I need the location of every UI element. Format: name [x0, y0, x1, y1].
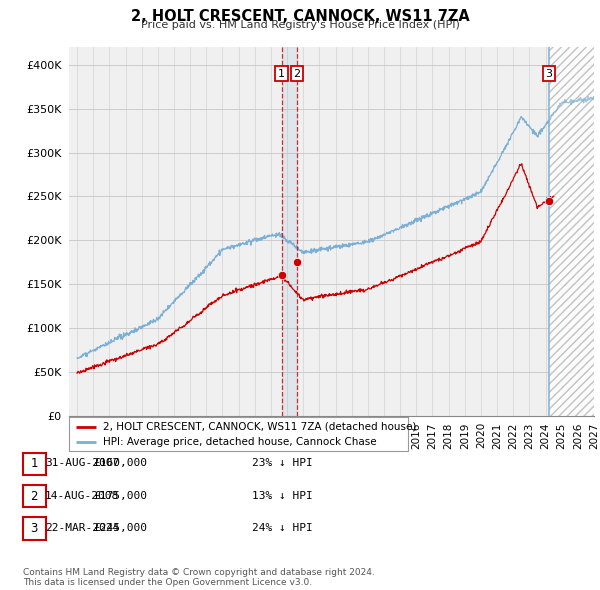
Text: 2: 2	[293, 68, 301, 78]
Text: 22-MAR-2024: 22-MAR-2024	[45, 523, 119, 533]
Text: HPI: Average price, detached house, Cannock Chase: HPI: Average price, detached house, Cann…	[103, 437, 377, 447]
Text: 24% ↓ HPI: 24% ↓ HPI	[252, 523, 313, 533]
Text: 3: 3	[545, 68, 553, 78]
Bar	[549, 47, 594, 416]
Bar	[549, 47, 594, 416]
Text: 14-AUG-2008: 14-AUG-2008	[45, 491, 119, 500]
Text: Contains HM Land Registry data © Crown copyright and database right 2024.
This d: Contains HM Land Registry data © Crown c…	[23, 568, 374, 587]
Text: Price paid vs. HM Land Registry's House Price Index (HPI): Price paid vs. HM Land Registry's House …	[140, 20, 460, 30]
Text: 2, HOLT CRESCENT, CANNOCK, WS11 7ZA (detached house): 2, HOLT CRESCENT, CANNOCK, WS11 7ZA (det…	[103, 422, 416, 432]
Text: 31-AUG-2007: 31-AUG-2007	[45, 458, 119, 468]
Text: 23% ↓ HPI: 23% ↓ HPI	[252, 458, 313, 468]
Text: 13% ↓ HPI: 13% ↓ HPI	[252, 491, 313, 500]
Text: £160,000: £160,000	[93, 458, 147, 468]
Text: 1: 1	[31, 457, 38, 470]
Bar	[282, 47, 297, 416]
Text: 2, HOLT CRESCENT, CANNOCK, WS11 7ZA: 2, HOLT CRESCENT, CANNOCK, WS11 7ZA	[131, 9, 469, 24]
Text: £175,000: £175,000	[93, 491, 147, 500]
Text: 3: 3	[31, 522, 38, 535]
Text: 2: 2	[31, 490, 38, 503]
Text: 1: 1	[278, 68, 285, 78]
Text: £245,000: £245,000	[93, 523, 147, 533]
